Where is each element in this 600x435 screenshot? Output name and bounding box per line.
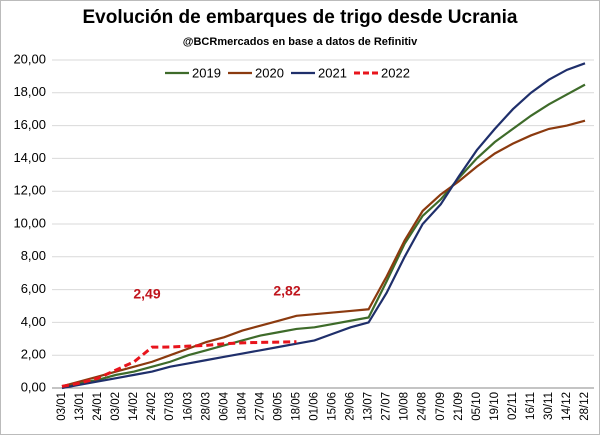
x-tick-label: 18/04 bbox=[236, 391, 248, 420]
x-tick-label: 07/03 bbox=[164, 392, 176, 421]
y-tick-label: 20,00 bbox=[13, 51, 46, 66]
y-tick-label: 12,00 bbox=[13, 183, 46, 198]
x-tick-label: 28/12 bbox=[579, 392, 591, 421]
legend-label: 2021 bbox=[318, 65, 347, 80]
x-tick-label: 16/03 bbox=[182, 392, 194, 421]
annotation: 2,49 bbox=[133, 286, 160, 302]
y-tick-label: 14,00 bbox=[13, 150, 46, 165]
legend-label: 2020 bbox=[255, 65, 284, 80]
series-line bbox=[61, 340, 297, 388]
x-tick-label: 06/04 bbox=[218, 391, 230, 420]
x-tick-label: 21/09 bbox=[453, 392, 465, 421]
x-tick-label: 03/01 bbox=[56, 392, 68, 421]
series-line bbox=[61, 62, 586, 390]
x-tick-label: 24/02 bbox=[146, 392, 158, 421]
legend-label: 2022 bbox=[381, 65, 410, 80]
annotation: 2,82 bbox=[273, 283, 300, 299]
x-tick-label: 07/09 bbox=[435, 392, 447, 421]
y-tick-label: 6,00 bbox=[21, 281, 46, 296]
x-tick-label: 09/05 bbox=[272, 392, 284, 421]
legend-label: 2019 bbox=[192, 65, 221, 80]
y-tick-label: 4,00 bbox=[21, 314, 46, 329]
x-tick-label: 10/08 bbox=[399, 392, 411, 421]
y-tick-label: 10,00 bbox=[13, 215, 46, 230]
series-line bbox=[61, 83, 586, 388]
y-tick-label: 2,00 bbox=[21, 347, 46, 362]
chart-title: Evolución de embarques de trigo desde Uc… bbox=[82, 7, 517, 28]
x-tick-label: 19/10 bbox=[489, 392, 501, 421]
x-tick-label: 28/03 bbox=[200, 392, 212, 421]
x-tick-label: 13/07 bbox=[363, 392, 375, 421]
x-tick-label: 05/10 bbox=[471, 392, 483, 421]
x-tick-label: 13/01 bbox=[74, 392, 86, 421]
x-tick-label: 15/06 bbox=[327, 392, 339, 421]
x-tick-label: 14/02 bbox=[128, 392, 140, 421]
x-tick-label: 02/11 bbox=[507, 392, 519, 420]
y-tick-label: 18,00 bbox=[13, 84, 46, 99]
x-tick-label: 29/06 bbox=[345, 392, 357, 421]
x-tick-label: 16/11 bbox=[525, 392, 537, 420]
x-tick-label: 27/07 bbox=[381, 392, 393, 421]
x-tick-label: 24/01 bbox=[92, 392, 104, 421]
x-tick-label: 14/12 bbox=[561, 392, 573, 421]
y-tick-label: 16,00 bbox=[13, 117, 46, 132]
y-tick-label: 8,00 bbox=[21, 248, 46, 263]
x-tick-label: 24/08 bbox=[417, 392, 429, 421]
x-tick-label: 30/11 bbox=[543, 392, 555, 420]
x-tick-label: 18/05 bbox=[290, 392, 302, 421]
x-tick-label: 27/04 bbox=[254, 391, 266, 420]
series-line bbox=[61, 119, 586, 388]
chart-subtitle: @BCRmercados en base a datos de Refiniti… bbox=[183, 36, 418, 48]
x-tick-label: 03/02 bbox=[110, 392, 122, 421]
y-tick-label: 0,00 bbox=[21, 379, 46, 394]
x-tick-label: 01/06 bbox=[309, 392, 321, 421]
